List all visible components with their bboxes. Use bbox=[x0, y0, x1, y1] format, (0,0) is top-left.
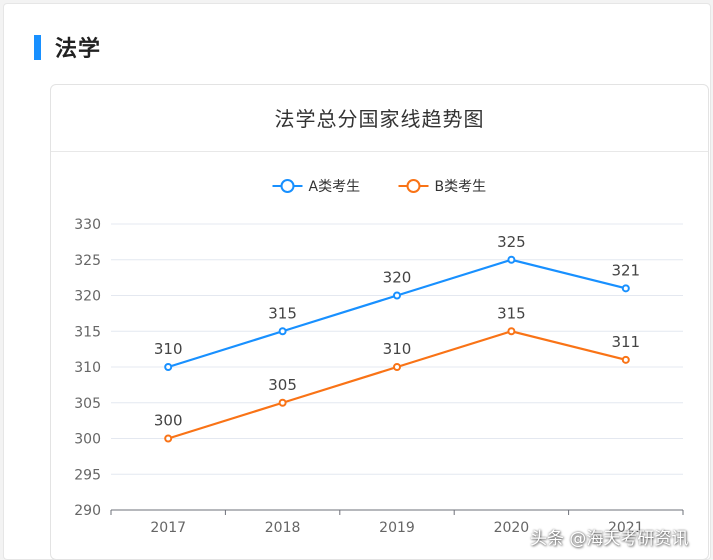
y-tick-label: 295 bbox=[74, 467, 101, 483]
chart-card: 法学总分国家线趋势图 290 295 300 305 310 315 320 325 330 20… bbox=[50, 84, 709, 560]
x-tick-label: 2021 bbox=[608, 520, 644, 536]
legend-marker bbox=[406, 179, 421, 193]
x-tick-label: 2019 bbox=[379, 520, 415, 536]
x-tick-label: 2017 bbox=[150, 520, 186, 536]
y-tick-label: 315 bbox=[74, 324, 101, 340]
legend-label: A类考生 bbox=[309, 179, 361, 195]
line-chart: 290 295 300 305 310 315 320 325 330 2017 2018 2019 2… bbox=[74, 179, 684, 536]
section-accent-bar bbox=[34, 34, 41, 60]
chart-title: 法学总分国家线趋势图 bbox=[274, 107, 485, 131]
data-point bbox=[507, 255, 516, 264]
data-label: 310 bbox=[154, 340, 183, 358]
data-point bbox=[164, 363, 173, 371]
x-tick-label: 2020 bbox=[494, 520, 530, 536]
section-title: 法学 bbox=[55, 37, 102, 62]
watermark: 头条 @海天考研资讯 bbox=[530, 529, 689, 549]
y-tick-label: 320 bbox=[74, 289, 101, 305]
x-tick-label: 2018 bbox=[265, 520, 301, 536]
y-tick-label: 290 bbox=[74, 503, 101, 519]
data-point bbox=[621, 284, 630, 293]
y-tick-label: 325 bbox=[74, 253, 101, 269]
data-label: 300 bbox=[154, 412, 183, 430]
y-tick-label: 310 bbox=[74, 360, 101, 376]
data-point bbox=[621, 355, 630, 364]
legend-marker bbox=[280, 179, 295, 193]
data-label: 310 bbox=[383, 340, 412, 358]
y-tick-label: 330 bbox=[74, 217, 101, 233]
data-point bbox=[278, 327, 287, 336]
data-label: 311 bbox=[611, 333, 640, 351]
data-label: 315 bbox=[497, 304, 526, 322]
data-point bbox=[507, 327, 516, 336]
section-header: 法学 bbox=[34, 34, 102, 62]
data-point bbox=[278, 398, 287, 407]
data-label: 320 bbox=[383, 269, 412, 287]
legend-label: B类考生 bbox=[435, 179, 487, 195]
data-label: 321 bbox=[611, 261, 640, 279]
data-label: 325 bbox=[497, 233, 526, 251]
y-tick-label: 300 bbox=[74, 432, 101, 448]
chart-title-bar: 法学总分国家线趋势图 bbox=[51, 85, 708, 152]
data-point bbox=[393, 291, 401, 300]
data-point bbox=[393, 363, 401, 371]
data-label: 315 bbox=[268, 304, 297, 322]
y-tick-label: 305 bbox=[74, 396, 101, 412]
data-point bbox=[164, 434, 173, 443]
data-label: 305 bbox=[268, 376, 297, 394]
